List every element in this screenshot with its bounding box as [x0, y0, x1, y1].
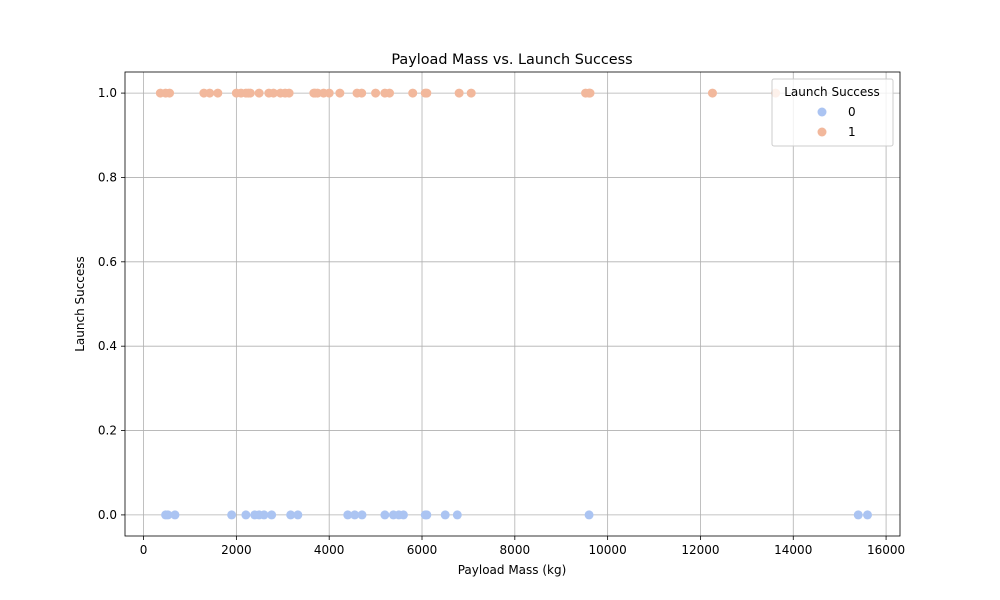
x-axis-label: Payload Mass (kg) — [458, 563, 567, 577]
data-point-series-0 — [286, 510, 296, 520]
points-layer — [155, 88, 873, 520]
data-point-series-0 — [452, 510, 462, 520]
x-tick-label: 8000 — [500, 543, 531, 557]
legend-title: Launch Success — [784, 85, 880, 99]
data-point-series-0 — [863, 510, 873, 520]
data-point-series-1 — [165, 88, 175, 98]
legend-marker-series-0 — [817, 107, 827, 117]
data-point-series-0 — [259, 510, 269, 520]
legend: Launch Success 0 1 — [771, 78, 894, 147]
data-point-series-1 — [585, 88, 595, 98]
y-axis-label: Launch Success — [73, 256, 87, 352]
x-tick-label: 16000 — [867, 543, 905, 557]
data-point-series-0 — [170, 510, 180, 520]
data-point-series-1 — [466, 88, 476, 98]
x-tick-label: 2000 — [221, 543, 252, 557]
y-tick-label: 1.0 — [98, 86, 117, 100]
data-point-series-1 — [269, 88, 279, 98]
data-point-series-0 — [422, 510, 432, 520]
data-point-series-1 — [357, 88, 367, 98]
x-tick-label: 10000 — [589, 543, 627, 557]
data-point-series-1 — [422, 88, 432, 98]
legend-marker-series-1 — [817, 127, 827, 137]
data-point-series-1 — [205, 88, 215, 98]
x-tick-label: 4000 — [314, 543, 345, 557]
x-tick-label: 6000 — [407, 543, 438, 557]
chart-title: Payload Mass vs. Launch Success — [391, 52, 632, 68]
y-tick-label: 0.6 — [98, 255, 117, 269]
grid-layer — [125, 72, 900, 536]
data-point-series-0 — [227, 510, 237, 520]
data-point-series-0 — [163, 510, 173, 520]
data-point-series-1 — [213, 88, 223, 98]
y-tick-label: 0.0 — [98, 508, 117, 522]
x-tick-label: 12000 — [681, 543, 719, 557]
data-point-series-1 — [284, 88, 294, 98]
data-point-series-1 — [408, 88, 418, 98]
ticks-layer: 0 2000 4000 6000 8000 10000 12000 14000 16000 0.0… — [98, 86, 905, 557]
legend-label-series-1: 1 — [848, 125, 856, 139]
y-tick-label: 0.8 — [98, 170, 117, 184]
data-point-series-0 — [357, 510, 367, 520]
x-tick-label: 0 — [140, 543, 148, 557]
data-point-series-0 — [267, 510, 277, 520]
x-tick-label: 14000 — [774, 543, 812, 557]
data-point-series-0 — [853, 510, 863, 520]
data-point-series-1 — [324, 88, 334, 98]
data-point-series-1 — [335, 88, 345, 98]
data-point-series-0 — [343, 510, 353, 520]
y-tick-label: 0.4 — [98, 339, 117, 353]
data-point-series-0 — [293, 510, 303, 520]
y-tick-label: 0.2 — [98, 424, 117, 438]
data-point-series-1 — [707, 88, 717, 98]
data-point-series-1 — [371, 88, 381, 98]
data-point-series-0 — [241, 510, 251, 520]
data-point-series-0 — [350, 510, 360, 520]
legend-label-series-0: 0 — [848, 105, 856, 119]
data-point-series-0 — [584, 510, 594, 520]
data-point-series-1 — [454, 88, 464, 98]
data-point-series-1 — [385, 88, 395, 98]
plot-frame — [124, 71, 901, 537]
data-point-series-0 — [398, 510, 408, 520]
data-point-series-0 — [380, 510, 390, 520]
data-point-series-0 — [440, 510, 450, 520]
legend-box — [771, 78, 894, 147]
data-point-series-1 — [254, 88, 264, 98]
data-point-series-1 — [245, 88, 255, 98]
